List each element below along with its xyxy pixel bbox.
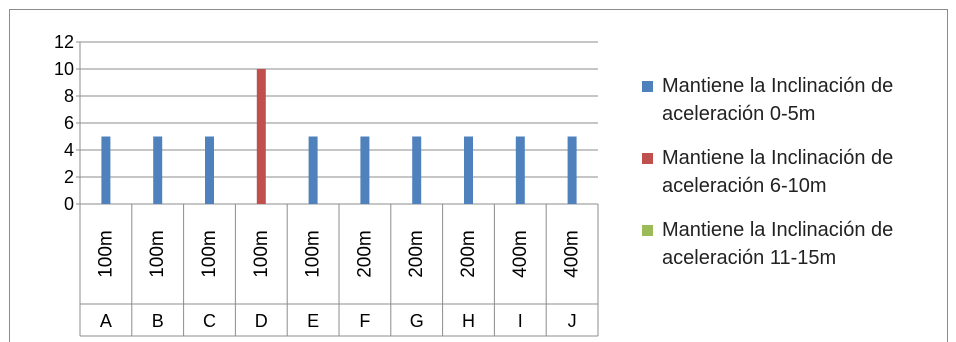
x-category-label: H	[462, 311, 475, 331]
x-category-label: G	[410, 311, 424, 331]
bar	[308, 136, 318, 204]
legend: Mantiene la Inclinación de aceleración 0…	[638, 72, 948, 288]
legend-item-6-10m: Mantiene la Inclinación de aceleración 6…	[638, 144, 948, 197]
y-tick-label: 2	[64, 167, 74, 187]
x-category-label: D	[255, 311, 268, 331]
x-distance-label: 100m	[147, 230, 168, 278]
x-distance-label: 100m	[199, 230, 220, 278]
x-distance-label: 200m	[354, 230, 375, 278]
x-distance-label: 100m	[303, 230, 324, 278]
y-tick-label: 6	[64, 113, 74, 133]
x-distance-label: 400m	[562, 230, 583, 278]
x-distance-label: 100m	[95, 230, 116, 278]
x-category-label: J	[568, 311, 577, 331]
legend-label-11-15m: Mantiene la Inclinación de aceleración 1…	[662, 219, 894, 269]
x-distance-label: 400m	[510, 230, 531, 278]
x-category-label: B	[152, 311, 164, 331]
bar	[464, 136, 473, 204]
y-tick-label: 8	[64, 86, 74, 106]
bar	[205, 136, 214, 204]
legend-swatch-11-15m	[642, 225, 653, 236]
x-distance-label: 100m	[251, 230, 272, 278]
y-tick-label: 12	[54, 32, 74, 52]
x-category-label: F	[359, 311, 370, 331]
x-category-label: E	[307, 311, 319, 331]
x-category-label: A	[100, 311, 112, 331]
y-tick-label: 10	[54, 59, 74, 79]
chart-frame	[9, 9, 948, 342]
bar	[360, 136, 370, 204]
y-tick-label: 4	[64, 140, 74, 160]
bar	[412, 136, 422, 204]
legend-label-0-5m: Mantiene la Inclinación de aceleración 0…	[662, 75, 894, 125]
bar	[567, 136, 577, 204]
y-tick-label: 0	[64, 194, 74, 214]
x-distance-label: 200m	[406, 230, 427, 278]
bar	[515, 136, 525, 204]
x-category-label: C	[203, 311, 216, 331]
legend-swatch-0-5m	[642, 81, 653, 92]
legend-label-6-10m: Mantiene la Inclinación de aceleración 6…	[662, 147, 894, 197]
bar	[153, 136, 163, 204]
legend-item-0-5m: Mantiene la Inclinación de aceleración 0…	[638, 72, 948, 125]
legend-swatch-6-10m	[642, 153, 653, 164]
bar	[101, 136, 111, 204]
legend-item-11-15m: Mantiene la Inclinación de aceleración 1…	[638, 216, 948, 269]
x-distance-label: 200m	[458, 230, 479, 278]
x-category-label: I	[518, 311, 523, 331]
bar	[256, 69, 266, 204]
